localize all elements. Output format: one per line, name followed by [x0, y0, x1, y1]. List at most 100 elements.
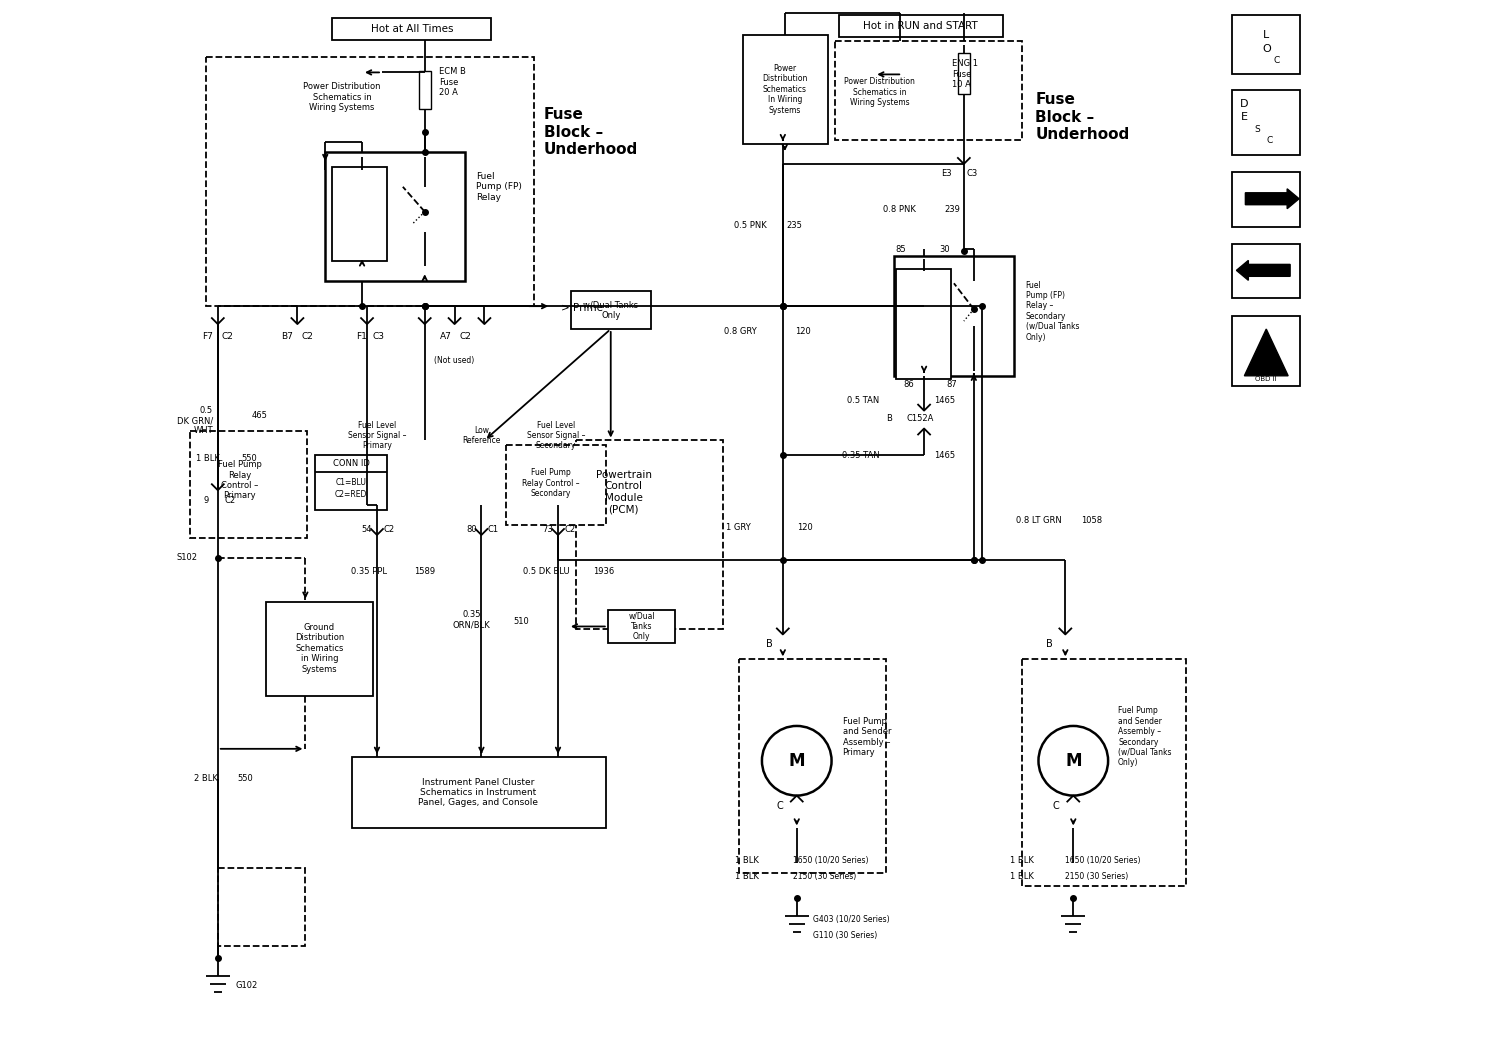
Text: 2150 (30 Series): 2150 (30 Series)	[1065, 872, 1128, 880]
Text: 2150 (30 Series): 2150 (30 Series)	[794, 872, 856, 880]
Text: ENG 1
Fuse
10 A: ENG 1 Fuse 10 A	[952, 60, 978, 90]
Bar	[419, 71, 430, 108]
Bar	[190, 431, 308, 538]
Text: L: L	[1263, 29, 1269, 40]
Text: 1589: 1589	[414, 568, 435, 576]
Text: B: B	[1046, 639, 1053, 650]
Text: Power
Distribution
Schematics
In Wiring
Systems: Power Distribution Schematics In Wiring …	[762, 64, 807, 115]
Text: 550: 550	[238, 774, 254, 783]
Text: 87: 87	[946, 380, 957, 390]
Bar	[326, 152, 465, 281]
Bar	[839, 15, 1002, 37]
Text: OBD II: OBD II	[1256, 376, 1276, 382]
Text: Fuel
Pump (FP)
Relay –
Secondary
(w/Dual Tanks
Only): Fuel Pump (FP) Relay – Secondary (w/Dual…	[1026, 281, 1078, 341]
Bar	[217, 868, 306, 946]
Text: Fuel Pump
and Sender
Assembly –
Secondary
(w/Dual Tanks
Only): Fuel Pump and Sender Assembly – Secondar…	[1118, 707, 1172, 768]
Text: C2=RED: C2=RED	[334, 490, 368, 499]
Text: II: II	[1264, 364, 1269, 374]
Text: 0.35 PPL: 0.35 PPL	[351, 568, 387, 576]
Bar	[1233, 316, 1300, 385]
Text: 1 BLK: 1 BLK	[196, 454, 220, 463]
Text: C2: C2	[302, 332, 313, 340]
Text: 0.8 GRY: 0.8 GRY	[724, 326, 758, 336]
Text: C2: C2	[384, 525, 394, 535]
Text: Fuel Level
Sensor Signal –
Primary: Fuel Level Sensor Signal – Primary	[348, 420, 406, 451]
Bar	[315, 455, 387, 510]
Text: 0.35 TAN: 0.35 TAN	[842, 451, 879, 460]
Text: Fuel
Pump (FP)
Relay: Fuel Pump (FP) Relay	[477, 172, 522, 202]
Text: 80: 80	[466, 525, 477, 535]
Bar	[1233, 15, 1300, 75]
Text: (Not used): (Not used)	[435, 356, 474, 365]
Text: C: C	[1052, 800, 1059, 811]
Text: 0.8 PNK: 0.8 PNK	[884, 205, 915, 214]
Text: Fuel Pump
Relay
Control –
Primary: Fuel Pump Relay Control – Primary	[217, 460, 261, 500]
Bar	[332, 18, 492, 40]
Bar	[1233, 91, 1300, 155]
Text: Ground
Distribution
Schematics
in Wiring
Systems: Ground Distribution Schematics in Wiring…	[294, 623, 344, 674]
Text: 235: 235	[788, 221, 802, 231]
Text: S102: S102	[177, 553, 198, 562]
Text: Powertrain
Control
Module
(PCM): Powertrain Control Module (PCM)	[596, 470, 651, 515]
Text: 120: 120	[795, 326, 810, 336]
Bar	[1022, 659, 1185, 886]
Text: Fuel Pump
and Sender
Assembly –
Primary: Fuel Pump and Sender Assembly – Primary	[843, 717, 891, 757]
Text: 54: 54	[362, 525, 372, 535]
Text: Fuel Pump
Relay Control –
Secondary: Fuel Pump Relay Control – Secondary	[522, 469, 580, 498]
Text: CONN ID: CONN ID	[333, 459, 369, 468]
Text: 550: 550	[242, 454, 258, 463]
Bar	[507, 445, 606, 525]
Text: Instrument Panel Cluster
Schematics in Instrument
Panel, Gages, and Console: Instrument Panel Cluster Schematics in I…	[419, 778, 538, 808]
Text: Fuel Level
Sensor Signal –
Secondary: Fuel Level Sensor Signal – Secondary	[526, 420, 585, 451]
FancyArrow shape	[1245, 188, 1299, 208]
Circle shape	[762, 726, 831, 796]
Bar	[958, 54, 970, 94]
Text: C2: C2	[222, 332, 234, 340]
Text: 0.8 LT GRN: 0.8 LT GRN	[1016, 516, 1062, 524]
Text: 510: 510	[513, 617, 529, 625]
Text: 0.5
DK GRN/
WHT: 0.5 DK GRN/ WHT	[177, 405, 213, 436]
Text: 1 GRY: 1 GRY	[726, 523, 752, 533]
Bar	[266, 601, 374, 696]
Text: C152A: C152A	[906, 414, 933, 423]
Bar	[1233, 243, 1300, 298]
Text: B: B	[765, 639, 772, 650]
Bar	[740, 659, 886, 873]
Text: F7: F7	[202, 332, 213, 340]
Text: C2: C2	[459, 332, 471, 340]
Text: F1: F1	[356, 332, 366, 340]
Bar	[896, 270, 951, 379]
Bar	[608, 610, 675, 643]
Text: ECM B
Fuse
20 A: ECM B Fuse 20 A	[438, 67, 465, 97]
Text: w/Dual Tanks
Only: w/Dual Tanks Only	[584, 300, 639, 320]
Text: C2: C2	[564, 525, 576, 535]
Text: G110 (30 Series): G110 (30 Series)	[813, 931, 877, 940]
Text: 465: 465	[252, 411, 267, 420]
Text: G403 (10/20 Series): G403 (10/20 Series)	[813, 915, 889, 925]
Text: 86: 86	[904, 380, 915, 390]
Text: C: C	[1274, 56, 1280, 65]
Text: > Prime: > Prime	[561, 303, 603, 313]
Text: Low
Reference: Low Reference	[462, 425, 501, 445]
Text: 0.35
ORN/BLK: 0.35 ORN/BLK	[453, 610, 491, 630]
Bar	[742, 35, 828, 144]
Text: 1058: 1058	[1080, 516, 1102, 524]
Text: B7: B7	[282, 332, 294, 340]
Text: 120: 120	[796, 523, 813, 533]
Text: C3: C3	[966, 170, 978, 178]
Bar	[206, 58, 534, 306]
Bar	[332, 167, 387, 261]
Text: Power Distribution
Schematics in
Wiring Systems: Power Distribution Schematics in Wiring …	[844, 78, 915, 107]
Text: Hot at All Times: Hot at All Times	[370, 23, 453, 34]
Bar	[576, 440, 723, 630]
Text: C1=BLU: C1=BLU	[336, 478, 366, 486]
Text: w/Dual
Tanks
Only: w/Dual Tanks Only	[628, 612, 656, 641]
Text: E3: E3	[940, 170, 951, 178]
Bar	[834, 41, 1022, 140]
Text: 239: 239	[944, 205, 960, 214]
Text: Hot in RUN and START: Hot in RUN and START	[862, 21, 978, 31]
Text: 2 BLK: 2 BLK	[194, 774, 217, 783]
Bar	[894, 257, 1014, 376]
Text: B: B	[886, 414, 892, 423]
Text: 30: 30	[939, 245, 951, 254]
